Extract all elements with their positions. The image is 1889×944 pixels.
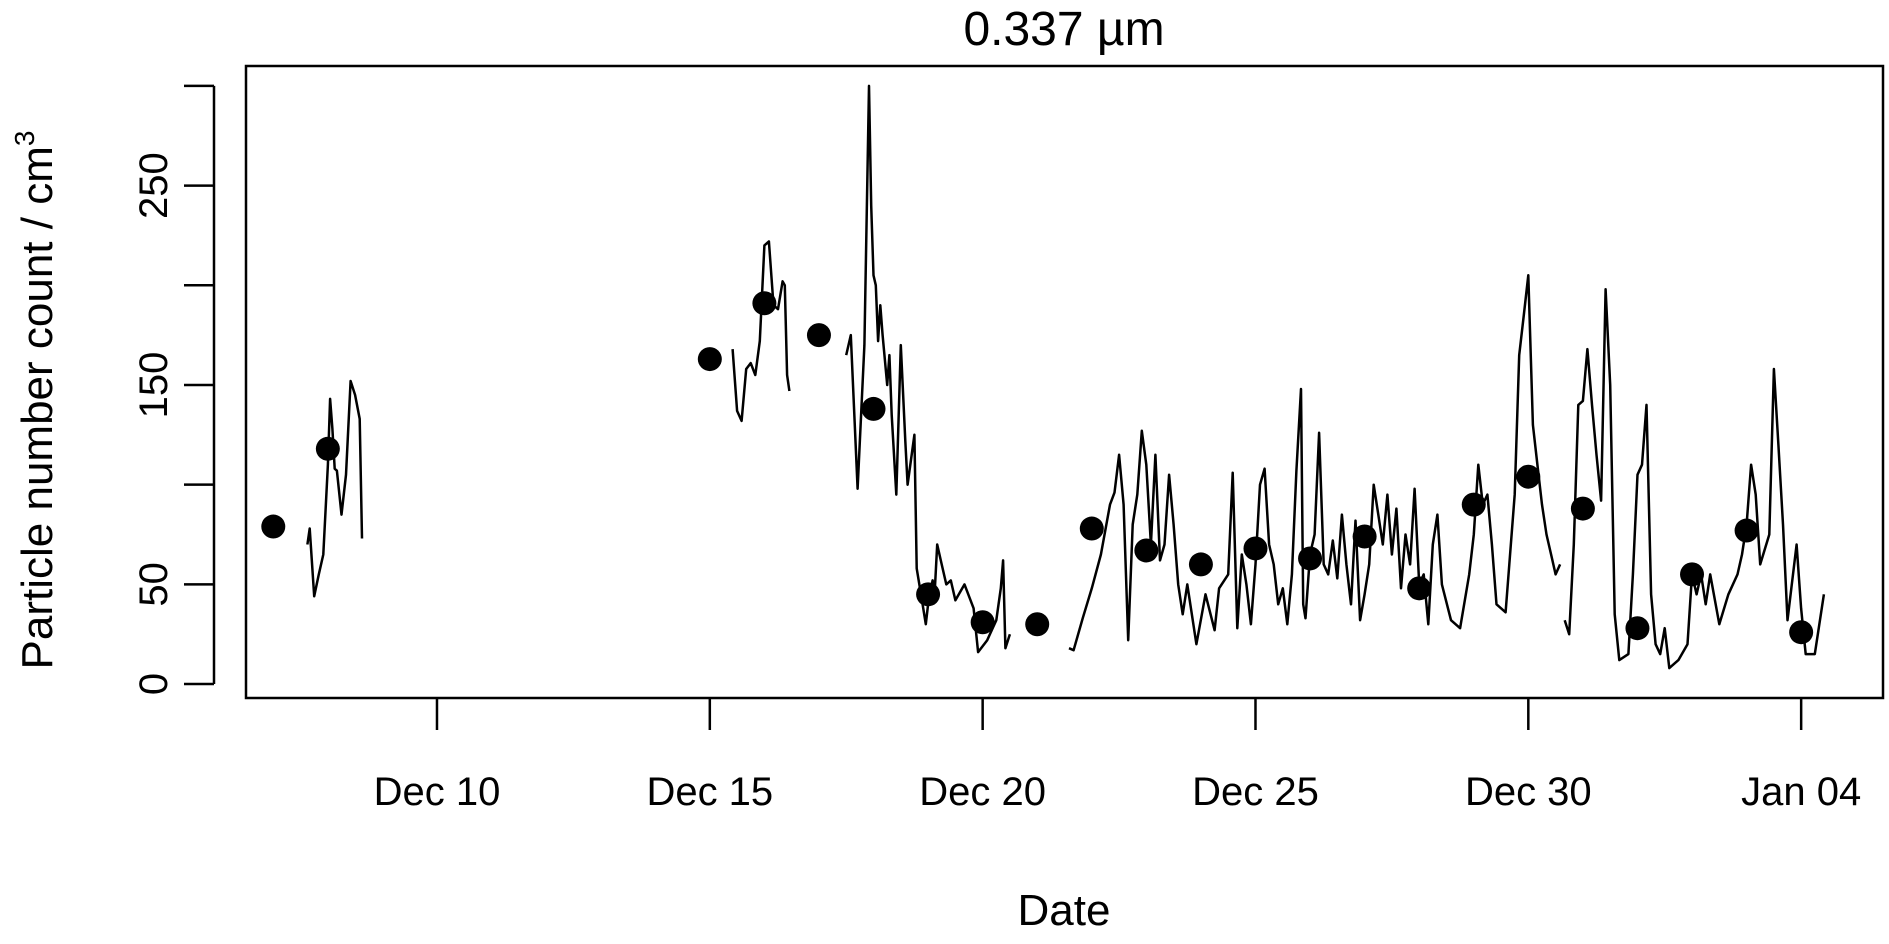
daily-mean-point xyxy=(752,291,777,316)
daily-mean-point xyxy=(1025,612,1050,637)
y-tick-label: 250 xyxy=(132,152,176,219)
x-axis-label: Date xyxy=(1018,886,1111,935)
daily-mean-point xyxy=(970,610,995,635)
daily-mean-point xyxy=(1188,552,1213,577)
y-tick-label: 150 xyxy=(132,352,176,419)
y-axis-label-superscript: 3 xyxy=(9,131,40,147)
y-axis-label: Particle number count / cm3 xyxy=(9,131,62,670)
daily-mean-point xyxy=(1407,576,1432,601)
daily-mean-point xyxy=(1079,516,1104,541)
x-tick-label: Jan 04 xyxy=(1741,770,1861,814)
x-tick-label: Dec 15 xyxy=(646,770,773,814)
daily-mean-point xyxy=(697,347,722,372)
daily-mean-point xyxy=(861,396,886,421)
daily-mean-point xyxy=(1134,538,1159,563)
x-tick-label: Dec 25 xyxy=(1192,770,1319,814)
daily-mean-point xyxy=(1352,524,1377,549)
chart-title: 0.337 µm xyxy=(963,3,1164,56)
x-axis: Dec 10 Dec 15 Dec 20 Dec 25 Dec 30 Jan 04 xyxy=(374,698,1861,814)
daily-mean-point xyxy=(1243,536,1268,561)
daily-mean-point xyxy=(1625,616,1650,641)
daily-mean-point xyxy=(1570,496,1595,521)
daily-mean-point xyxy=(261,514,286,539)
daily-mean-point xyxy=(315,436,340,461)
series-line xyxy=(306,84,1826,670)
daily-mean-point xyxy=(1461,492,1486,517)
y-axis: 0 50 150 250 xyxy=(132,84,216,695)
daily-mean-point xyxy=(1298,546,1323,571)
y-tick-label: 50 xyxy=(132,562,176,607)
plot-frame xyxy=(244,64,1885,700)
daily-mean-point xyxy=(1516,464,1541,489)
daily-mean-point xyxy=(1680,562,1705,587)
daily-mean-point xyxy=(1734,518,1759,543)
daily-mean-point xyxy=(806,323,831,348)
daily-mean-point xyxy=(916,582,941,607)
daily-mean-point xyxy=(1789,620,1814,645)
x-tick-label: Dec 10 xyxy=(374,770,501,814)
x-tick-label: Dec 30 xyxy=(1465,770,1592,814)
series-group xyxy=(261,84,1826,670)
x-tick-label: Dec 20 xyxy=(919,770,1046,814)
y-tick-label: 0 xyxy=(132,673,176,695)
y-axis-label-text: Particle number count / cm xyxy=(13,146,62,669)
